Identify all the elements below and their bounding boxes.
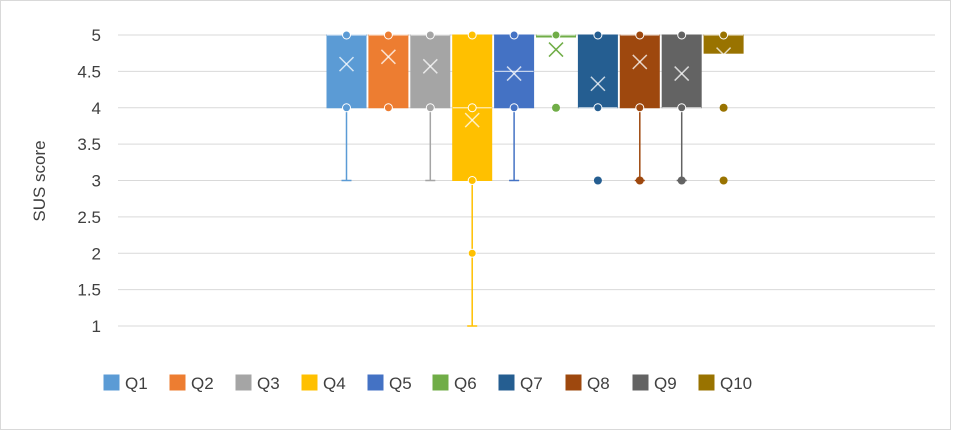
box-q3 <box>410 30 451 182</box>
legend-label: Q6 <box>454 374 477 393</box>
box-rect <box>326 34 367 109</box>
outlier-point <box>719 103 728 112</box>
y-axis-ticks: 1 1.5 2 2.5 3 3.5 4 4.5 5 <box>77 26 101 336</box>
data-point <box>635 103 645 113</box>
box-q6 <box>536 30 576 112</box>
outlier-point <box>677 176 686 185</box>
data-point <box>593 103 603 113</box>
box-q5 <box>494 30 535 182</box>
legend-item-q6: Q6 <box>432 374 477 393</box>
y-tick-label: 3 <box>92 172 101 191</box>
legend-swatch <box>698 374 715 391</box>
legend-label: Q2 <box>191 374 214 393</box>
legend-swatch <box>565 374 582 391</box>
data-point <box>467 176 477 185</box>
box-q4 <box>452 30 493 327</box>
box-q2 <box>368 30 409 113</box>
box-series <box>326 30 744 327</box>
data-point <box>467 103 477 113</box>
legend-swatch <box>632 374 649 391</box>
legend: Q1 Q2 Q3 Q4 Q5 Q6 Q7 Q8 Q9 Q10 <box>103 374 752 393</box>
legend-item-q9: Q9 <box>632 374 677 393</box>
y-tick-label: 4 <box>92 99 101 118</box>
y-tick-label: 4.5 <box>77 62 101 81</box>
data-point <box>342 30 351 40</box>
mean-marker <box>632 54 648 70</box>
data-point <box>677 103 687 113</box>
legend-label: Q10 <box>720 374 752 393</box>
y-tick-label: 1 <box>92 317 101 336</box>
box-q9 <box>661 30 702 185</box>
outlier-point <box>635 176 644 185</box>
data-point <box>677 30 687 40</box>
data-point <box>467 30 477 40</box>
mean-marker <box>338 56 355 72</box>
data-point <box>342 103 351 113</box>
box-rect <box>619 34 660 109</box>
data-point <box>551 30 561 40</box>
outlier-point <box>593 176 602 185</box>
legend-item-q8: Q8 <box>565 374 610 393</box>
legend-item-q1: Q1 <box>103 374 148 393</box>
legend-item-q10: Q10 <box>698 374 752 393</box>
mean-marker <box>716 47 732 63</box>
box-q8 <box>619 30 660 185</box>
box-rect <box>577 34 618 109</box>
legend-swatch <box>432 374 449 391</box>
legend-label: Q3 <box>257 374 280 393</box>
legend-label: Q7 <box>520 374 543 393</box>
y-tick-label: 1.5 <box>77 281 101 300</box>
box-q1 <box>326 30 367 182</box>
outlier-point <box>552 103 560 112</box>
box-rect <box>410 34 451 109</box>
mean-marker <box>380 49 396 65</box>
data-point <box>383 30 393 40</box>
legend-label: Q4 <box>323 374 346 393</box>
y-axis-label: SUS score <box>30 140 49 221</box>
data-point <box>425 30 435 40</box>
legend-swatch <box>498 374 515 391</box>
mean-marker <box>506 66 522 82</box>
legend-item-q3: Q3 <box>235 374 280 393</box>
y-tick-label: 3.5 <box>77 135 101 154</box>
legend-label: Q9 <box>654 374 677 393</box>
mean-marker <box>464 112 480 128</box>
legend-item-q2: Q2 <box>169 374 214 393</box>
legend-swatch <box>301 374 318 391</box>
data-point <box>509 103 519 113</box>
data-point <box>719 30 729 40</box>
data-point <box>593 30 603 40</box>
y-tick-label: 5 <box>92 26 101 45</box>
data-point <box>425 103 435 113</box>
legend-item-q4: Q4 <box>301 374 346 393</box>
legend-label: Q5 <box>389 374 412 393</box>
data-point <box>467 248 477 258</box>
legend-swatch <box>169 374 186 391</box>
legend-swatch <box>103 374 120 391</box>
legend-label: Q8 <box>587 374 610 393</box>
data-point <box>509 30 519 40</box>
y-tick-label: 2 <box>92 244 101 263</box>
box-rect <box>661 34 702 109</box>
data-point <box>383 103 393 113</box>
box-rect <box>368 34 409 109</box>
legend-swatch <box>235 374 252 391</box>
mean-marker <box>548 42 564 58</box>
y-tick-label: 2.5 <box>77 208 101 227</box>
box-q10 <box>703 30 744 185</box>
box-q7 <box>577 30 618 185</box>
mean-marker <box>590 76 606 92</box>
legend-item-q5: Q5 <box>367 374 412 393</box>
legend-item-q7: Q7 <box>498 374 543 393</box>
data-point <box>635 30 645 40</box>
legend-swatch <box>367 374 384 391</box>
mean-marker <box>422 58 438 74</box>
outlier-point <box>719 176 728 185</box>
legend-label: Q1 <box>125 374 148 393</box>
mean-marker <box>674 66 690 82</box>
